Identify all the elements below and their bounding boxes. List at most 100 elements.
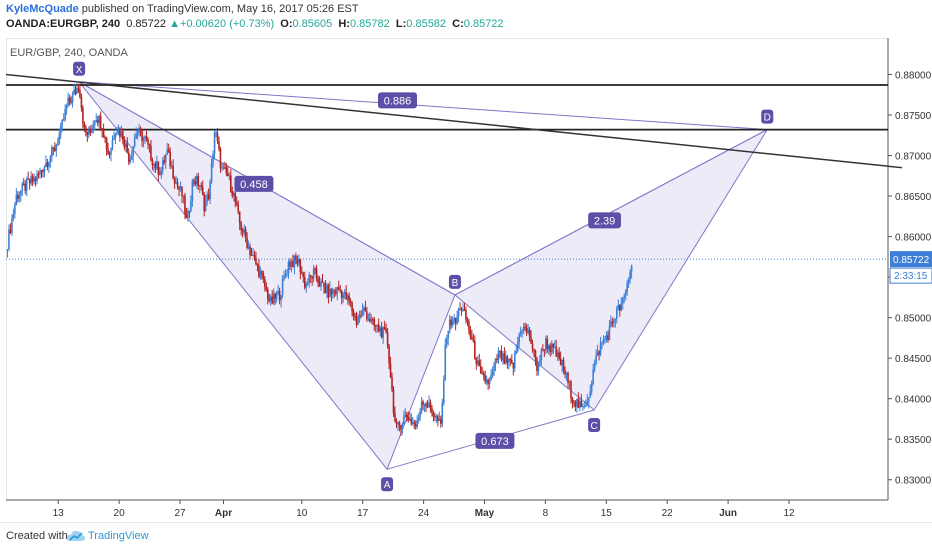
ratio-label[interactable]: 0.673 [475, 432, 515, 449]
candle-body [386, 332, 389, 346]
candle-body [113, 138, 115, 140]
drawn-lines[interactable] [6, 73, 903, 260]
candle-body [543, 349, 546, 351]
high-label: H: [338, 18, 350, 30]
candle-body [193, 180, 195, 182]
candle-body [269, 296, 272, 301]
candle-body [370, 319, 373, 322]
candle-body [444, 344, 447, 380]
candle-body [357, 320, 359, 325]
candle-body [524, 326, 526, 328]
candle-body [318, 283, 321, 287]
candle-body [243, 228, 245, 233]
candle-body [232, 192, 235, 196]
candle-body [120, 131, 123, 137]
price-chart[interactable]: X A B C D 0.886 0.458 2.39 0.673 0.83000 0.83500 0… [6, 38, 932, 522]
candle-body [96, 120, 99, 124]
candle-body [293, 255, 296, 268]
point-text: A [384, 480, 391, 491]
candle-body [435, 416, 438, 418]
point-label-a[interactable]: A [381, 477, 394, 492]
ratio-text: 0.886 [384, 95, 412, 107]
candle-body [451, 321, 454, 326]
candle-body [506, 356, 509, 363]
candle-body [456, 316, 458, 324]
candle-body [42, 170, 44, 173]
candle-body [450, 319, 452, 326]
candle-body [9, 229, 12, 234]
candle-body [525, 327, 528, 333]
candle-body [184, 195, 186, 215]
ratio-label[interactable]: 0.886 [378, 92, 417, 109]
author-link[interactable]: KyleMcQuade [6, 3, 79, 15]
x-tick-label: Apr [215, 508, 232, 519]
candle-body [431, 408, 433, 413]
candle-body [197, 176, 200, 187]
ratio-badge [475, 432, 515, 449]
candle-body [376, 324, 379, 327]
candle-body [580, 400, 583, 407]
candle-body [25, 178, 28, 191]
candle-body [493, 364, 495, 372]
candle-body [422, 401, 424, 406]
last-price: 0.85722 [126, 18, 166, 30]
candle-body [478, 360, 481, 366]
candle-body [583, 406, 586, 408]
point-label-x[interactable]: X [73, 61, 86, 76]
high-value: 0.85782 [350, 18, 390, 30]
candle-body [147, 139, 149, 144]
point-badge [381, 477, 394, 492]
candle-body [571, 397, 574, 403]
candle-body [496, 358, 498, 361]
candle-body [374, 325, 377, 327]
low-value: 0.85582 [406, 18, 447, 30]
candle-body [277, 291, 279, 295]
candle-body [253, 255, 256, 258]
current-price-badge [890, 251, 932, 268]
candle-body [513, 353, 516, 369]
candle-body [127, 152, 130, 163]
candle-body [14, 204, 16, 214]
countdown-text: 2:33:15 [894, 271, 928, 282]
y-tick-label: 0.84500 [895, 354, 932, 365]
tradingview-brand[interactable]: TradingView [88, 530, 149, 542]
candle-body [139, 128, 142, 131]
candle-body [587, 397, 590, 402]
x-tick-label: 8 [543, 508, 549, 519]
candle-body [250, 254, 253, 256]
candle-body [314, 268, 316, 270]
candle-body [576, 399, 578, 407]
candle-body [187, 211, 189, 218]
candle-body [237, 204, 240, 212]
ratio-label[interactable]: 2.39 [588, 212, 621, 229]
candle-body [484, 376, 486, 383]
candle-body [271, 296, 274, 304]
candle-body [122, 131, 124, 141]
candle-body [392, 389, 395, 413]
candle-body [170, 165, 173, 167]
candle-body [320, 281, 322, 287]
candle-body [515, 351, 518, 354]
ratio-label[interactable]: 0.458 [234, 175, 274, 192]
candle-body [629, 271, 631, 280]
candle-body [182, 195, 185, 197]
candle-body [373, 319, 376, 326]
candle-body [93, 122, 96, 126]
candle-body [315, 268, 318, 279]
candle-body [477, 360, 479, 364]
candle-body [172, 165, 174, 179]
candle-body [104, 137, 106, 139]
candle-body [281, 279, 284, 296]
candle-body [150, 145, 152, 160]
candle-body [475, 358, 478, 364]
published-text: published on TradingView.com, May 16, 20… [78, 3, 359, 15]
point-label-b[interactable]: B [448, 274, 461, 289]
chart-area[interactable]: X A B C D 0.886 0.458 2.39 0.673 0.83000 0.83500 0… [6, 38, 932, 522]
trendline[interactable] [6, 73, 903, 169]
candle-body [413, 422, 416, 425]
point-label-c[interactable]: C [588, 418, 601, 433]
point-label-d[interactable]: D [761, 109, 774, 124]
current-price-text: 0.85722 [893, 255, 930, 266]
tradingview-cloud-icon[interactable] [66, 528, 86, 544]
candle-body [460, 309, 463, 311]
